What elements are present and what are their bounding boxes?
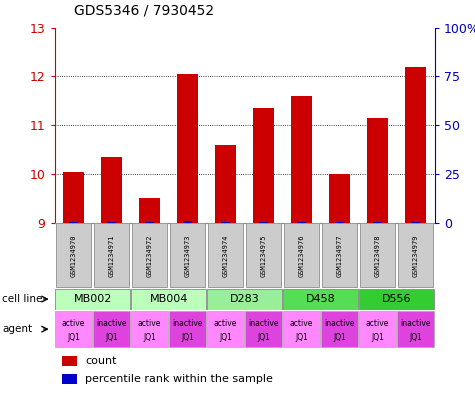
Text: JQ1: JQ1 <box>371 333 384 342</box>
Text: inactive: inactive <box>324 319 355 328</box>
Text: JQ1: JQ1 <box>333 333 346 342</box>
Bar <box>207 288 282 310</box>
Text: active: active <box>138 319 162 328</box>
Bar <box>367 118 388 223</box>
Text: GSM1234978: GSM1234978 <box>375 234 380 277</box>
Bar <box>62 374 77 384</box>
Bar <box>360 224 396 287</box>
Text: inactive: inactive <box>96 319 127 328</box>
Bar <box>55 311 92 347</box>
Text: JQ1: JQ1 <box>295 333 308 342</box>
Text: GSM1234974: GSM1234974 <box>223 234 228 277</box>
Bar <box>359 288 434 310</box>
Text: inactive: inactive <box>172 319 203 328</box>
Text: JQ1: JQ1 <box>181 333 194 342</box>
Bar <box>62 356 77 366</box>
Text: D283: D283 <box>230 294 259 304</box>
Text: agent: agent <box>2 324 32 334</box>
Bar <box>398 224 434 287</box>
Bar <box>291 96 312 223</box>
Bar <box>359 311 396 347</box>
Text: JQ1: JQ1 <box>409 333 422 342</box>
Bar <box>107 222 116 223</box>
Text: GSM1234970: GSM1234970 <box>71 234 76 277</box>
Text: active: active <box>290 319 314 328</box>
Bar <box>221 222 230 223</box>
Bar <box>63 172 84 223</box>
Bar <box>215 145 236 223</box>
Bar <box>183 221 192 223</box>
Text: JQ1: JQ1 <box>257 333 270 342</box>
Text: D458: D458 <box>306 294 335 304</box>
Bar <box>139 198 160 223</box>
Text: active: active <box>366 319 389 328</box>
Bar <box>253 108 274 223</box>
Bar <box>373 222 382 223</box>
Bar <box>297 222 306 223</box>
Text: count: count <box>85 356 116 366</box>
Text: GSM1234979: GSM1234979 <box>413 234 418 277</box>
Text: MB004: MB004 <box>150 294 188 304</box>
Bar <box>177 74 198 223</box>
Bar <box>101 157 122 223</box>
Bar <box>405 66 426 223</box>
Text: inactive: inactive <box>248 319 279 328</box>
Text: GDS5346 / 7930452: GDS5346 / 7930452 <box>74 4 214 18</box>
Bar <box>246 224 282 287</box>
Bar <box>132 224 168 287</box>
Text: JQ1: JQ1 <box>105 333 118 342</box>
Text: GSM1234971: GSM1234971 <box>109 234 114 277</box>
Bar <box>169 311 206 347</box>
Bar <box>131 288 206 310</box>
Bar <box>284 224 320 287</box>
Bar <box>94 224 130 287</box>
Text: GSM1234976: GSM1234976 <box>299 234 304 277</box>
Text: JQ1: JQ1 <box>67 333 80 342</box>
Bar <box>335 222 344 223</box>
Bar <box>322 224 358 287</box>
Text: cell line: cell line <box>2 294 43 304</box>
Bar <box>283 288 358 310</box>
Bar <box>329 174 350 223</box>
Text: JQ1: JQ1 <box>219 333 232 342</box>
Bar <box>93 311 130 347</box>
Bar <box>56 224 92 287</box>
Bar <box>207 311 244 347</box>
Bar <box>411 222 420 223</box>
Text: active: active <box>214 319 238 328</box>
Text: D556: D556 <box>382 294 411 304</box>
Bar <box>55 288 130 310</box>
Text: GSM1234973: GSM1234973 <box>185 234 190 277</box>
Bar <box>170 224 206 287</box>
Text: percentile rank within the sample: percentile rank within the sample <box>85 374 273 384</box>
Bar <box>259 222 268 223</box>
Bar <box>208 224 244 287</box>
Text: active: active <box>62 319 86 328</box>
Bar <box>397 311 434 347</box>
Bar <box>131 311 168 347</box>
Text: JQ1: JQ1 <box>143 333 156 342</box>
Bar <box>69 222 78 223</box>
Bar <box>321 311 358 347</box>
Text: GSM1234975: GSM1234975 <box>261 234 266 277</box>
Text: inactive: inactive <box>400 319 431 328</box>
Bar <box>283 311 320 347</box>
Text: GSM1234977: GSM1234977 <box>337 234 342 277</box>
Text: MB002: MB002 <box>74 294 112 304</box>
Bar <box>245 311 282 347</box>
Text: GSM1234972: GSM1234972 <box>147 234 152 277</box>
Bar <box>145 222 154 223</box>
